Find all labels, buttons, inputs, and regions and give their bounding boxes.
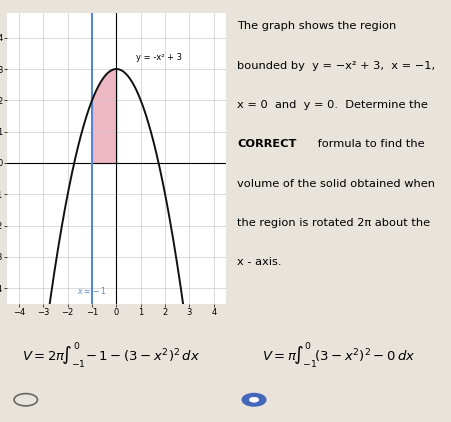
Text: the region is rotated 2π about the: the region is rotated 2π about the: [236, 218, 429, 228]
Text: x - axis.: x - axis.: [236, 257, 281, 267]
Circle shape: [249, 397, 258, 402]
Text: $V = \pi\!\int_{-1}^{0}\!(3-x^2)^2-0\,dx$: $V = \pi\!\int_{-1}^{0}\!(3-x^2)^2-0\,dx…: [262, 340, 415, 370]
Text: The graph shows the region: The graph shows the region: [236, 22, 396, 31]
Text: x = 0  and  y = 0.  Determine the: x = 0 and y = 0. Determine the: [236, 100, 427, 110]
Text: bounded by  y = −x² + 3,  x = −1,: bounded by y = −x² + 3, x = −1,: [236, 61, 434, 71]
Text: $x=-1$: $x=-1$: [77, 285, 106, 296]
Text: y = -x² + 3: y = -x² + 3: [136, 53, 181, 62]
Text: formula to find the: formula to find the: [313, 139, 424, 149]
Text: $V = 2\pi\!\int_{-1}^{0}\!-1-(3-x^2)^2\,dx$: $V = 2\pi\!\int_{-1}^{0}\!-1-(3-x^2)^2\,…: [22, 340, 199, 370]
Text: CORRECT: CORRECT: [236, 139, 296, 149]
Text: volume of the solid obtained when: volume of the solid obtained when: [236, 179, 434, 189]
Circle shape: [242, 394, 265, 406]
